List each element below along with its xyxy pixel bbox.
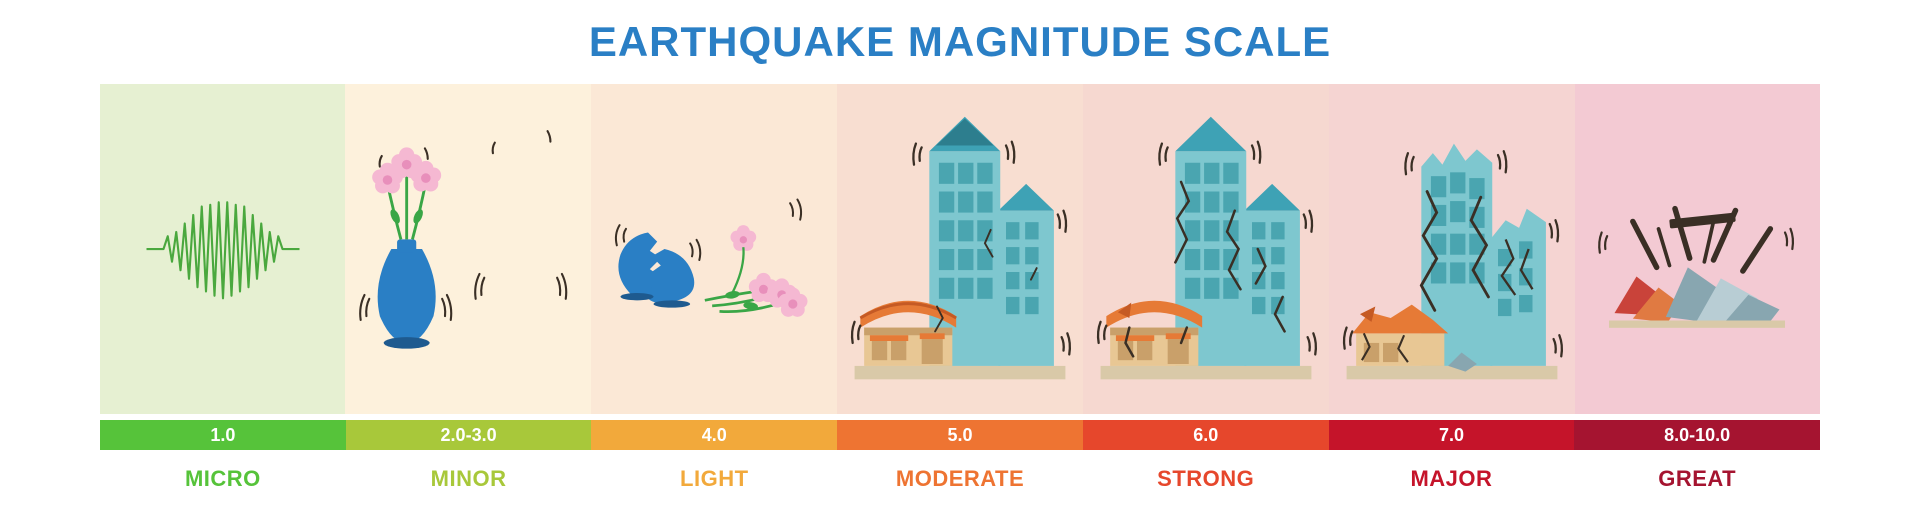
panel-minor <box>345 84 591 414</box>
range-great: 8.0-10.0 <box>1574 420 1820 450</box>
magnitude-scale-panels <box>100 84 1820 414</box>
illustration-great <box>1575 84 1820 414</box>
range-micro: 1.0 <box>100 420 346 450</box>
range-major: 7.0 <box>1329 420 1575 450</box>
two-vases-icon <box>353 124 583 374</box>
panel-light <box>591 84 836 414</box>
magnitude-labels: MICRO MINOR LIGHT MODERATE STRONG MAJOR … <box>100 466 1820 492</box>
panel-strong <box>1083 84 1329 414</box>
illustration-strong <box>1083 84 1329 414</box>
buildings-moderate-icon <box>845 99 1075 399</box>
page-title: EARTHQUAKE MAGNITUDE SCALE <box>589 18 1331 66</box>
illustration-micro <box>100 84 345 414</box>
panel-moderate <box>837 84 1083 414</box>
panel-major <box>1329 84 1575 414</box>
seismograph-icon <box>138 164 308 334</box>
illustration-light <box>591 84 836 414</box>
label-major: MAJOR <box>1329 466 1575 492</box>
buildings-strong-icon <box>1091 99 1321 399</box>
label-strong: STRONG <box>1083 466 1329 492</box>
label-light: LIGHT <box>591 466 837 492</box>
label-minor: MINOR <box>346 466 592 492</box>
illustration-minor <box>345 84 591 414</box>
range-moderate: 5.0 <box>837 420 1083 450</box>
range-minor: 2.0-3.0 <box>346 420 592 450</box>
range-strong: 6.0 <box>1083 420 1329 450</box>
illustration-moderate <box>837 84 1083 414</box>
panel-micro <box>100 84 345 414</box>
rubble-icon <box>1587 149 1807 349</box>
label-moderate: MODERATE <box>837 466 1083 492</box>
magnitude-range-bar: 1.0 2.0-3.0 4.0 5.0 6.0 7.0 8.0-10.0 <box>100 420 1820 450</box>
label-great: GREAT <box>1574 466 1820 492</box>
illustration-major <box>1329 84 1575 414</box>
range-light: 4.0 <box>591 420 837 450</box>
panel-great <box>1575 84 1820 414</box>
broken-vase-icon <box>604 149 824 349</box>
buildings-major-icon <box>1337 99 1567 399</box>
label-micro: MICRO <box>100 466 346 492</box>
